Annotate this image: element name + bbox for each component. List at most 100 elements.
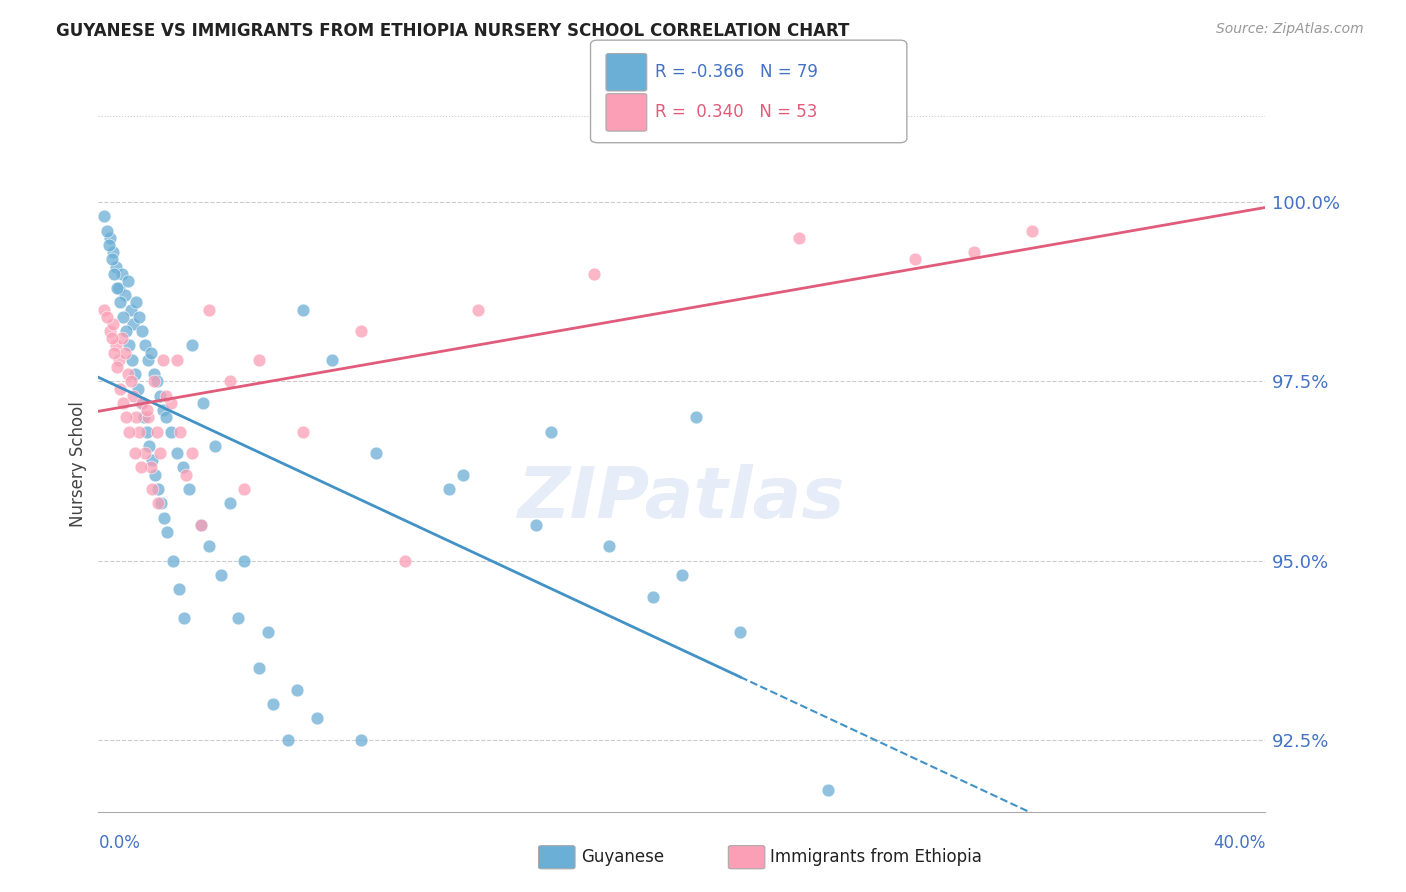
Point <box>136 410 159 425</box>
Text: 40.0%: 40.0% <box>1213 834 1265 852</box>
Point <box>162 554 184 568</box>
Point <box>139 345 162 359</box>
Point <box>138 439 160 453</box>
Y-axis label: Nursery School: Nursery School <box>69 401 87 527</box>
Point <box>198 302 221 317</box>
Point <box>120 375 142 389</box>
Point <box>124 446 146 460</box>
Point <box>143 467 166 482</box>
Point <box>730 625 752 640</box>
Point <box>134 446 156 460</box>
Point <box>685 410 707 425</box>
Point <box>118 425 141 439</box>
Point <box>437 482 460 496</box>
Point <box>583 267 606 281</box>
Point <box>100 331 122 345</box>
Point <box>247 661 270 675</box>
Point <box>131 324 153 338</box>
Point <box>122 389 145 403</box>
Point <box>114 345 136 359</box>
Point <box>190 517 212 532</box>
Text: R =  0.340   N = 53: R = 0.340 N = 53 <box>655 103 817 121</box>
Point <box>198 539 221 553</box>
Point <box>135 403 157 417</box>
Point <box>160 425 183 439</box>
Point <box>141 453 163 467</box>
Point <box>132 410 155 425</box>
Point <box>141 482 163 496</box>
Point <box>100 252 122 267</box>
Point <box>97 238 120 252</box>
Point <box>467 302 489 317</box>
Point <box>155 410 177 425</box>
Point <box>155 389 177 403</box>
Point <box>115 324 138 338</box>
Point <box>204 439 226 453</box>
Point <box>93 210 115 224</box>
Point <box>98 324 121 338</box>
Point <box>173 611 195 625</box>
Point <box>112 310 135 324</box>
Point <box>115 410 138 425</box>
Point <box>110 295 132 310</box>
Point <box>104 260 127 274</box>
Point <box>350 324 373 338</box>
Point <box>108 352 131 367</box>
Point <box>101 245 124 260</box>
Point <box>190 517 212 532</box>
Point <box>228 611 250 625</box>
Point <box>451 467 474 482</box>
Point <box>817 783 839 797</box>
Point <box>149 389 172 403</box>
Point <box>110 382 132 396</box>
Point <box>103 267 125 281</box>
Point <box>128 425 150 439</box>
Text: Guyanese: Guyanese <box>581 848 664 866</box>
Point <box>112 396 135 410</box>
Point <box>321 352 343 367</box>
Point <box>124 367 146 381</box>
Point <box>787 231 810 245</box>
Point <box>142 375 165 389</box>
Text: Immigrants from Ethiopia: Immigrants from Ethiopia <box>770 848 983 866</box>
Point <box>218 375 240 389</box>
Point <box>177 482 200 496</box>
Point <box>152 352 174 367</box>
Point <box>120 302 142 317</box>
Point <box>169 425 191 439</box>
Text: GUYANESE VS IMMIGRANTS FROM ETHIOPIA NURSERY SCHOOL CORRELATION CHART: GUYANESE VS IMMIGRANTS FROM ETHIOPIA NUR… <box>56 22 849 40</box>
Point <box>127 382 149 396</box>
Point <box>233 554 256 568</box>
Point <box>524 517 547 532</box>
Point <box>96 224 118 238</box>
Point <box>114 288 136 302</box>
Point <box>148 496 170 510</box>
Point <box>108 281 131 295</box>
Point <box>291 302 314 317</box>
Point <box>540 425 562 439</box>
Point <box>136 352 159 367</box>
Text: Source: ZipAtlas.com: Source: ZipAtlas.com <box>1216 22 1364 37</box>
Point <box>172 460 194 475</box>
Point <box>233 482 256 496</box>
Point <box>218 496 240 510</box>
Point <box>98 231 121 245</box>
Point <box>174 467 197 482</box>
Point <box>156 524 179 539</box>
Point <box>671 568 693 582</box>
Point <box>142 367 165 381</box>
Point <box>111 267 134 281</box>
Point <box>150 496 173 510</box>
Point <box>134 338 156 352</box>
Point <box>180 338 202 352</box>
Point <box>247 352 270 367</box>
Point <box>166 352 188 367</box>
Point <box>193 396 215 410</box>
Point <box>153 510 176 524</box>
Point <box>307 711 329 725</box>
Point <box>262 697 284 711</box>
Point <box>180 446 202 460</box>
Point <box>904 252 927 267</box>
Point <box>135 425 157 439</box>
Point <box>962 245 984 260</box>
